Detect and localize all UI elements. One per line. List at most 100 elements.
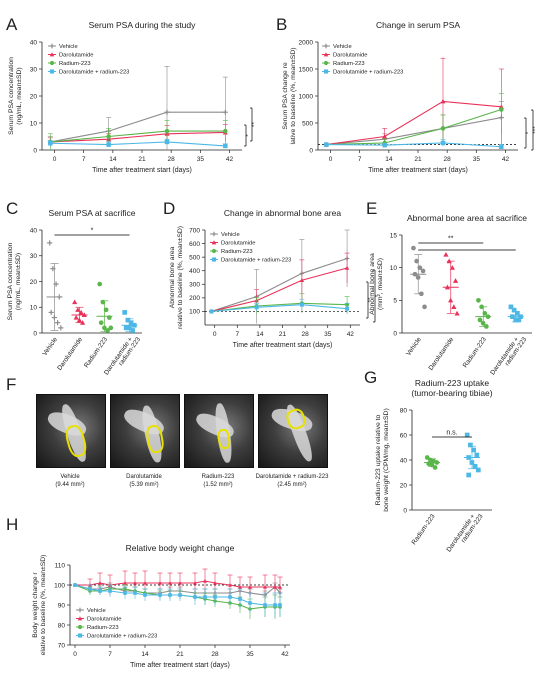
panel-b-x-tick-label: 28 (444, 156, 452, 163)
panel-c-point-darolutamide-radium-223 (122, 310, 128, 315)
panel-g-point-darolutamide-radium-223 (472, 463, 478, 469)
panel-d-y-tick-label: 300 (189, 282, 200, 289)
panel-c-y-tick-label: 10 (30, 305, 38, 312)
panel-c-point-darolutamide-radium-223 (125, 317, 131, 323)
panel-b-x-label: Time after treatment start (days) (368, 167, 468, 174)
panel-d-x-tick-label: 21 (279, 331, 287, 338)
panel-e-point-darolutamide-radium-223 (516, 317, 522, 323)
panel-c-point-vehicle (47, 240, 53, 246)
panel-h-line-darolutamide (75, 580, 280, 588)
panel-a-y-label-line2: (ng/mL, mean±SD) (16, 67, 23, 124)
panel-c-point-radium-223 (98, 320, 104, 326)
panel-a-x-tick-label: 42 (226, 156, 234, 163)
panel-a-y-tick-label: 30 (30, 66, 38, 73)
xray-darolutamide-radium-223 (258, 394, 328, 468)
panel-d-legend-label-radium-223: Radium-223 (221, 249, 253, 255)
panel-h-point-darolutamide (203, 579, 207, 583)
panel-a-line-vehicle (50, 111, 226, 143)
panel-a-point-vehicle (222, 109, 228, 115)
panel-h-point-darolutamide-radium-223 (178, 593, 182, 597)
panel-a-legend-marker-darolutamide (49, 52, 55, 57)
panel-g-point-darolutamide-radium-223 (464, 432, 470, 438)
panel-letter-b: B (276, 15, 287, 34)
panel-d-legend-label-vehicle: Vehicle (221, 232, 240, 238)
panel-h-point-darolutamide-radium-223 (133, 591, 137, 595)
panel-a-line-radium-223 (50, 130, 226, 143)
panel-a-point-radium-223 (223, 128, 228, 134)
panel-h-point-darolutamide-radium-223 (158, 593, 162, 597)
panel-g-y-label: Radium-223 uptake relative to (375, 414, 382, 505)
panel-f-caption-radium-223: Radium-223 (202, 474, 235, 480)
panel-e-point-darolutamide (452, 278, 459, 283)
panel-g-y-tick-label: 40 (400, 457, 408, 464)
panel-c-y-label-line2: (ng/mL, mean±SD) (15, 253, 22, 310)
panel-h-x-tick-label: 21 (176, 651, 184, 658)
panel-h-y-label-line2: elative to baseline (%, mean±SD) (40, 555, 47, 656)
panel-e-point-darolutamide (454, 310, 460, 316)
panel-h-x-tick-label: 42 (281, 651, 289, 658)
panel-h-legend-marker-vehicle (77, 607, 83, 613)
panel-g-y-tick-label: 60 (400, 432, 408, 439)
panel-h-point-darolutamide (98, 581, 102, 585)
panel-h-point-darolutamide-radium-223 (88, 587, 92, 591)
panel-a-point-darolutamide-radium-223 (223, 143, 228, 149)
panel-a-significance-label: ** (251, 122, 258, 128)
panel-h-point-darolutamide-radium-223 (263, 603, 267, 607)
panel-b-y-tick-label: 1000 (299, 93, 314, 100)
panel-e-category-label-radium-223: Radium-223 (462, 336, 488, 369)
panel-c-point-vehicle (58, 325, 64, 331)
panel-d-line-darolutamide (211, 267, 348, 312)
xray-vehicle (36, 394, 106, 468)
panel-h-point-darolutamide (178, 581, 182, 585)
panel-b-legend-label-darolutamide: Darolutamide (333, 53, 367, 59)
panel-b-point-darolutamide (440, 98, 446, 104)
panel-letter-d: D (163, 199, 175, 218)
panel-c-point-darolutamide-radium-223 (130, 328, 135, 333)
panel-g-y-label-line2: bone weight (CPM/mg, mean±SD) (383, 408, 390, 511)
panel-b-y-tick-label: 2000 (299, 39, 314, 46)
panel-a-x-label: Time after treatment start (days) (92, 167, 192, 174)
panel-a-legend-marker-darolutamide-radium-223 (49, 69, 55, 74)
panel-b-x-tick-label: 21 (414, 156, 422, 163)
panel-h-point-darolutamide-radium-223 (73, 583, 77, 587)
panel-g-point-darolutamide-radium-223 (471, 447, 476, 453)
panel-h-point-darolutamide-radium-223 (143, 593, 147, 597)
panel-a-x-tick-label: 28 (168, 156, 176, 163)
panel-h-point-darolutamide-radium-223 (168, 593, 172, 597)
panel-e-point-darolutamide (443, 252, 449, 257)
panel-d-point-darolutamide-radium-223 (299, 302, 304, 307)
panel-d-x-tick-label: 0 (213, 331, 217, 338)
panel-d-point-darolutamide-radium-223 (254, 305, 259, 310)
panel-h-legend-label-radium-223: Radium-223 (87, 625, 119, 631)
panel-e-point-vehicle (420, 268, 426, 274)
panel-b-x-tick-label: 42 (502, 156, 510, 163)
panel-a-x-tick-label: 14 (109, 156, 117, 163)
panel-h-point-darolutamide (263, 585, 267, 589)
panel-d-y-tick-label: 100 (189, 309, 200, 316)
panel-b-legend-label-vehicle: Vehicle (333, 44, 352, 50)
panel-d-point-darolutamide-radium-223 (345, 306, 350, 311)
panel-d-y-tick-label: 700 (189, 227, 200, 234)
panel-b-point-darolutamide-radium-223 (499, 144, 504, 150)
panel-d-legend-marker-darolutamide (211, 240, 217, 245)
panel-d-x-tick-label: 35 (324, 331, 332, 338)
panel-e-point-vehicle (411, 245, 416, 251)
panel-a-significance-label: * (245, 134, 252, 137)
panel-g-point-radium-223 (432, 465, 438, 470)
panel-c-point-radium-223 (108, 325, 114, 331)
panel-letter-c: C (6, 199, 18, 218)
panel-g-point-darolutamide-radium-223 (468, 442, 473, 448)
panel-c-category-label-darolutamide: Darolutamide (56, 336, 84, 372)
panel-b-significance-label: *** (532, 126, 539, 134)
panel-d-point-darolutamide (299, 278, 305, 282)
panel-a-point-darolutamide-radium-223 (164, 139, 170, 145)
panel-e-y-tick-label: 0 (393, 330, 397, 337)
panel-b-line-darolutamide-radium-223 (326, 142, 502, 148)
panel-h-point-darolutamide (248, 585, 252, 589)
panel-c-point-darolutamide (73, 314, 79, 320)
panel-h-point-darolutamide-radium-223 (273, 603, 277, 607)
panel-b-y-label: Serum PSA change re (282, 62, 289, 129)
panel-b-x-tick-label: 0 (329, 156, 333, 163)
panel-g-y-tick-label: 80 (400, 407, 408, 414)
panel-f-caption-area-darolutamide-radium-223: (2.45 mm²) (277, 482, 306, 488)
